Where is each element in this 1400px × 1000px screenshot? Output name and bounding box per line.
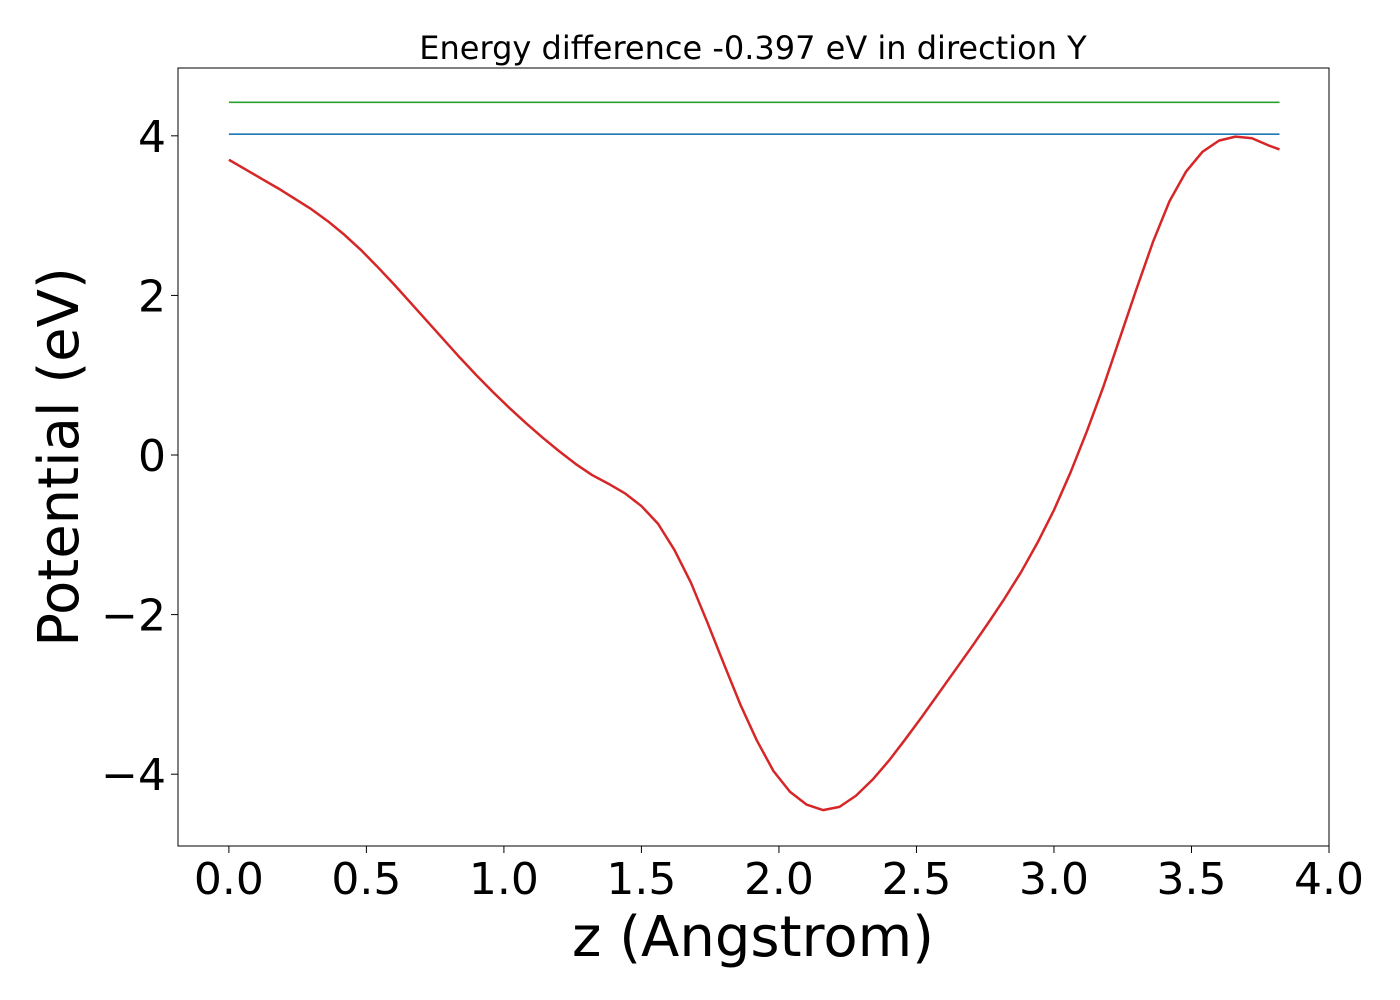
y-tick-label: 4: [138, 112, 166, 163]
x-tick-label: 2.5: [881, 854, 951, 905]
x-tick-label: 0.0: [194, 854, 264, 905]
y-tick-label: −2: [101, 591, 166, 642]
chart-title: Energy difference -0.397 eV in direction…: [419, 29, 1087, 67]
y-tick-label: 2: [138, 271, 166, 322]
plot-frame: [177, 67, 1330, 847]
x-axis-label: z (Angstrom): [572, 905, 934, 970]
y-tick-label: 0: [138, 431, 166, 482]
x-tick-label: 4.0: [1294, 854, 1364, 905]
x-tick-label: 3.5: [1156, 854, 1226, 905]
x-axis-ticks: 0.0 0.5 1.0 1.5 2.0 2.5 3.0 3.5 4.0: [194, 846, 1364, 905]
x-tick-label: 1.0: [469, 854, 539, 905]
x-tick-label: 1.5: [606, 854, 676, 905]
x-tick-label: 0.5: [331, 854, 401, 905]
plot-series-group: [228, 101, 1280, 812]
y-tick-label: −4: [101, 750, 166, 801]
series-line-0: [228, 135, 1280, 812]
x-tick-label: 3.0: [1019, 854, 1089, 905]
x-tick-label: 2.0: [744, 854, 814, 905]
y-axis-label: Potential (eV): [27, 267, 92, 647]
y-axis-ticks: −4 −2 0 2 4: [101, 112, 178, 801]
